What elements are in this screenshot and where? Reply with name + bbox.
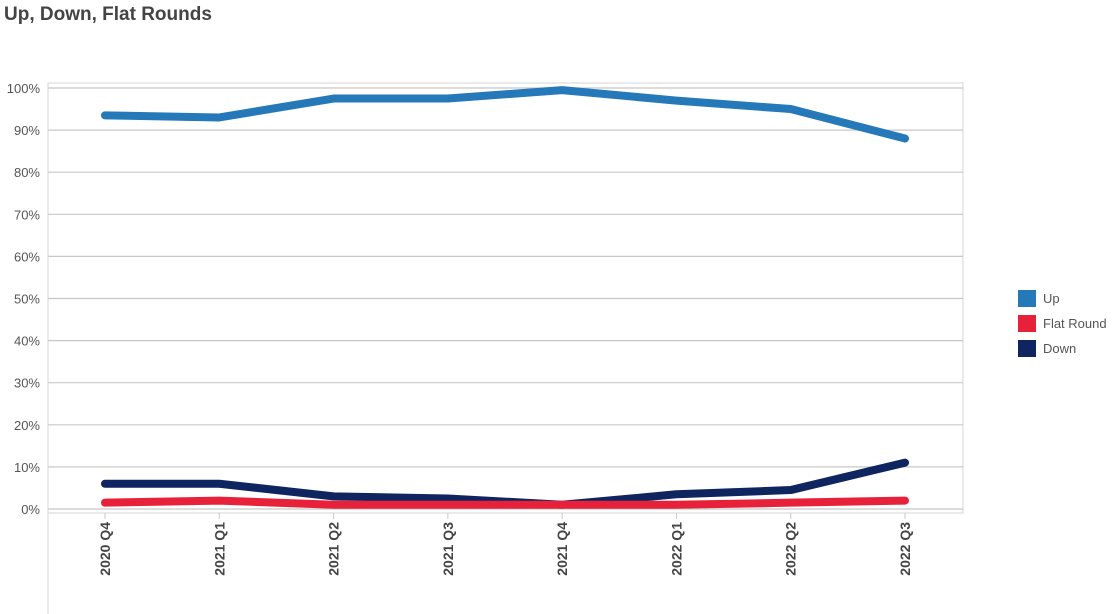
chart-title: Up, Down, Flat Rounds xyxy=(4,4,212,25)
x-tick-label: 2021 Q4 xyxy=(554,522,570,576)
series-line-up[interactable] xyxy=(101,86,909,143)
legend-item-flat-round[interactable]: Flat Round xyxy=(1018,311,1107,336)
y-axis-ticks: 0% 10% 20% 30% 40% 50% 60% 70% 80% 90% 100% xyxy=(7,81,41,517)
legend-item-up[interactable]: Up xyxy=(1018,286,1107,311)
legend-label-flat-round: Flat Round xyxy=(1043,316,1107,331)
y-tick-label: 10% xyxy=(14,460,40,475)
y-tick-label: 20% xyxy=(14,418,40,433)
y-tick-label: 80% xyxy=(14,165,40,180)
legend: Up Flat Round Down xyxy=(1018,286,1107,361)
x-tick-label: 2021 Q2 xyxy=(326,522,342,576)
x-tick-label: 2022 Q1 xyxy=(668,522,684,576)
y-tick-label: 30% xyxy=(14,376,40,391)
legend-label-up: Up xyxy=(1043,291,1060,306)
y-tick-label: 70% xyxy=(14,207,40,222)
x-axis-ticks: 2020 Q4 2021 Q1 2021 Q2 2021 Q3 2021 Q4 2022 … xyxy=(97,513,913,576)
y-tick-label: 90% xyxy=(14,123,40,138)
y-tick-label: 0% xyxy=(21,502,40,517)
series-lines xyxy=(101,86,909,509)
x-tick-label: 2021 Q3 xyxy=(440,522,456,576)
y-tick-label: 50% xyxy=(14,292,40,307)
x-tick-label: 2021 Q1 xyxy=(211,522,227,576)
grid-lines xyxy=(47,82,964,614)
legend-swatch-flat-round xyxy=(1018,315,1036,332)
x-tick-label: 2022 Q3 xyxy=(897,522,913,576)
y-tick-label: 60% xyxy=(14,249,40,264)
y-tick-label: 100% xyxy=(7,81,41,96)
legend-swatch-up xyxy=(1018,290,1036,307)
legend-item-down[interactable]: Down xyxy=(1018,336,1107,361)
x-tick-label: 2022 Q2 xyxy=(783,522,799,576)
legend-swatch-down xyxy=(1018,340,1036,357)
legend-label-down: Down xyxy=(1043,341,1077,356)
series-line-flat-round[interactable] xyxy=(101,496,909,509)
x-tick-label: 2020 Q4 xyxy=(97,522,113,576)
y-tick-label: 40% xyxy=(14,334,40,349)
